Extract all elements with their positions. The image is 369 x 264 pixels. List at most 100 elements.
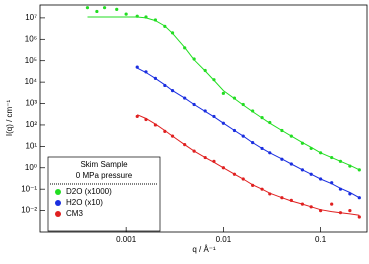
data-point (170, 31, 175, 35)
data-point (260, 187, 264, 191)
data-point (153, 76, 158, 80)
data-point (280, 128, 284, 133)
x-axis-label: q / Å⁻¹ (192, 245, 216, 254)
data-point (289, 162, 293, 166)
y-tick-label: 10⁻¹ (21, 184, 37, 193)
data-point (348, 192, 352, 196)
legend-label: H2O (x10) (66, 198, 103, 207)
data-point (115, 7, 119, 11)
data-point (280, 196, 284, 200)
data-point (357, 196, 361, 200)
data-point (203, 109, 207, 113)
data-point (251, 140, 255, 145)
data-point (170, 89, 175, 93)
data-point (338, 187, 343, 191)
data-point (251, 109, 255, 113)
data-point (268, 192, 272, 196)
y-tick-label: 10⁶ (25, 34, 37, 43)
data-point (135, 14, 139, 18)
data-point (241, 102, 245, 107)
x-tick-label: 0.01 (216, 235, 232, 244)
data-point (153, 123, 158, 127)
data-point (280, 157, 284, 161)
data-point (144, 70, 148, 74)
data-point (319, 208, 323, 213)
data-point (330, 181, 334, 185)
fit-line (136, 67, 360, 199)
data-point (300, 141, 305, 145)
legend-marker (55, 200, 61, 206)
data-point (153, 18, 158, 22)
data-point (135, 65, 139, 69)
data-point (183, 46, 187, 50)
data-point (163, 83, 167, 88)
legend-marker (55, 211, 61, 217)
data-point (357, 215, 361, 219)
data-point (232, 128, 237, 133)
y-tick-label: 10³ (25, 99, 37, 108)
data-point (183, 96, 187, 100)
data-point (232, 96, 237, 100)
legend-title: Skim Sample (80, 160, 128, 169)
data-point (163, 24, 167, 29)
data-point (163, 129, 167, 133)
data-point (95, 9, 99, 14)
data-point (241, 134, 245, 138)
x-tick-label: 0.001 (116, 235, 137, 244)
data-point (221, 166, 225, 170)
data-point (192, 102, 196, 107)
data-point (338, 159, 343, 163)
data-point (348, 208, 352, 213)
y-axis-label: I(q) / cm⁻¹ (5, 100, 14, 137)
plot-frame (39, 4, 368, 233)
data-point (289, 134, 293, 138)
data-point (102, 6, 107, 10)
data-point (319, 151, 323, 155)
data-point (251, 183, 255, 188)
data-point (300, 168, 305, 172)
y-tick-label: 10⁵ (25, 56, 37, 65)
data-point (212, 114, 216, 119)
data-point (309, 146, 313, 151)
data-point (330, 202, 334, 206)
data-point (192, 57, 196, 61)
data-point (221, 121, 225, 125)
data-point (144, 15, 148, 19)
data-point (309, 205, 313, 209)
fit-line (137, 114, 360, 216)
data-point (319, 177, 323, 181)
legend-marker (55, 189, 61, 195)
data-point (135, 114, 139, 119)
data-point (203, 68, 207, 73)
data-point (212, 78, 216, 82)
data-point (309, 172, 313, 176)
data-point (338, 211, 343, 215)
data-point (232, 172, 237, 176)
data-point (268, 120, 272, 125)
data-point (289, 198, 293, 202)
data-point (357, 168, 361, 172)
data-point (85, 6, 90, 10)
y-tick-label: 10⁰ (25, 163, 37, 172)
legend-title: 0 MPa pressure (76, 171, 133, 180)
data-point (183, 143, 187, 147)
y-tick-label: 10² (25, 120, 37, 129)
data-point (260, 146, 264, 151)
data-point (348, 164, 352, 168)
data-point (330, 155, 334, 160)
y-tick-label: 10⁻² (21, 206, 37, 215)
legend-label: D2O (x1000) (66, 187, 112, 196)
data-point (203, 155, 207, 160)
legend-box (47, 156, 161, 232)
x-tick-label: 0.1 (315, 235, 327, 244)
y-tick-label: 10¹ (25, 141, 37, 150)
data-point (221, 91, 225, 95)
data-point (260, 116, 264, 120)
data-point (124, 12, 128, 16)
data-point (268, 151, 272, 155)
data-point (170, 134, 175, 138)
data-point (212, 159, 216, 163)
y-tick-label: 10⁷ (25, 13, 37, 22)
legend-label: CM3 (66, 209, 83, 218)
